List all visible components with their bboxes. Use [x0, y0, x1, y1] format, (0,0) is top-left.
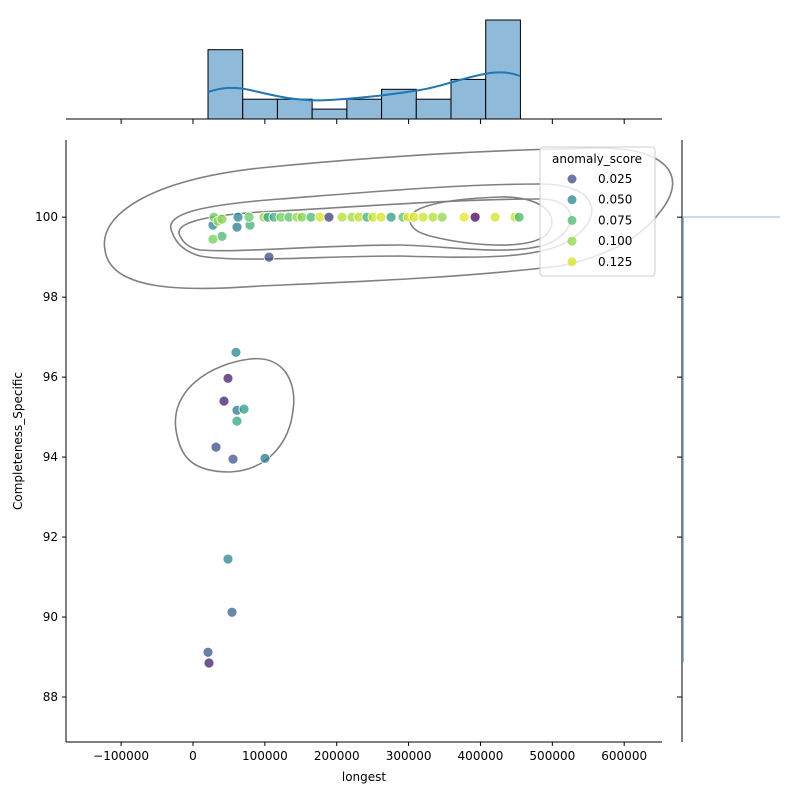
x-ticks: −100000 0 100000 200000 300000 400000 500000 60… [93, 742, 647, 763]
histogram-bar [207, 49, 244, 120]
scatter-axes: −100000 0 100000 200000 300000 400000 500000 60… [11, 140, 674, 784]
y-tick-label: 94 [43, 450, 58, 464]
scatter-point [375, 211, 387, 223]
scatter-point [436, 211, 448, 223]
scatter-point [323, 211, 335, 223]
scatter-point [243, 211, 255, 223]
marginal-x-histogram [207, 19, 521, 120]
scatter-point [216, 213, 228, 225]
scatter-point [210, 441, 222, 453]
histogram-bar [311, 108, 348, 120]
legend-title: anomaly_score [552, 152, 642, 166]
scatter-point [513, 211, 525, 223]
scatter-point [202, 646, 214, 658]
scatter-point [218, 395, 230, 407]
scatter-point [314, 211, 326, 223]
x-tick-label: 100000 [242, 749, 288, 763]
scatter-point [216, 230, 228, 242]
marginal-y-ticks [677, 216, 682, 698]
histogram-bar [450, 78, 487, 120]
y-ticks: 88 90 92 94 96 98 100 [35, 210, 66, 704]
scatter-point [203, 657, 215, 669]
scatter-point [489, 211, 501, 223]
legend-marker [567, 195, 577, 205]
x-tick-label: −100000 [93, 749, 149, 763]
scatter-point [336, 211, 348, 223]
legend-entries: 0.025 0.050 0.075 0.100 0.125 [567, 172, 632, 269]
scatter-point [417, 211, 429, 223]
x-tick-label: 400000 [458, 749, 504, 763]
scatter-point [263, 251, 275, 263]
kde-contour-lower [174, 357, 295, 473]
histogram-bar [485, 19, 521, 120]
legend-marker [567, 215, 577, 225]
y-tick-label: 92 [43, 530, 58, 544]
scatter-point [305, 211, 317, 223]
x-axis-label: longest [342, 770, 387, 784]
legend-label: 0.125 [598, 255, 632, 269]
y-tick-label: 98 [43, 290, 58, 304]
y-tick-label: 88 [43, 690, 58, 704]
y-axis-label: Completeness_Specific [11, 372, 25, 510]
scatter-point [458, 211, 470, 223]
scatter-point [207, 233, 219, 245]
x-tick-label: 200000 [314, 749, 360, 763]
legend-marker [567, 236, 577, 246]
y-tick-label: 90 [43, 610, 58, 624]
kde-contour-outer [103, 147, 674, 290]
scatter-point [222, 372, 234, 384]
scatter-point [222, 553, 234, 565]
histogram-bar [346, 98, 383, 120]
scatter-point [385, 211, 397, 223]
scatter-point [408, 211, 420, 223]
scatter-point [226, 606, 238, 618]
scatter-point [232, 211, 244, 223]
legend-label: 0.025 [598, 172, 632, 186]
scatter-point [227, 453, 239, 465]
marginal-x-ticks [120, 119, 625, 124]
scatter-point [238, 403, 250, 415]
x-tick-label: 0 [189, 749, 197, 763]
scatter-point [231, 415, 243, 427]
x-tick-label: 300000 [386, 749, 432, 763]
scatter-point [259, 452, 271, 464]
histogram-bar [276, 98, 313, 120]
x-tick-label: 500000 [529, 749, 575, 763]
legend-label: 0.050 [598, 193, 632, 207]
histogram-bar [415, 98, 452, 120]
legend-marker [567, 174, 577, 184]
scatter-points [202, 211, 525, 669]
histogram-bar [242, 98, 278, 120]
legend: anomaly_score 0.025 0.050 0.075 0.100 0.125 [539, 146, 656, 277]
legend-marker [567, 257, 577, 267]
scatter-point [469, 211, 481, 223]
scatter-point [427, 211, 439, 223]
marginal-x-kde-line [207, 71, 521, 102]
y-tick-label: 100 [35, 210, 58, 224]
y-tick-label: 96 [43, 370, 58, 384]
scatter-point [231, 221, 243, 233]
legend-label: 0.075 [598, 213, 632, 227]
scatter-point [296, 211, 308, 223]
x-tick-label: 600000 [601, 749, 647, 763]
legend-label: 0.100 [598, 234, 632, 248]
scatter-point [230, 346, 242, 358]
